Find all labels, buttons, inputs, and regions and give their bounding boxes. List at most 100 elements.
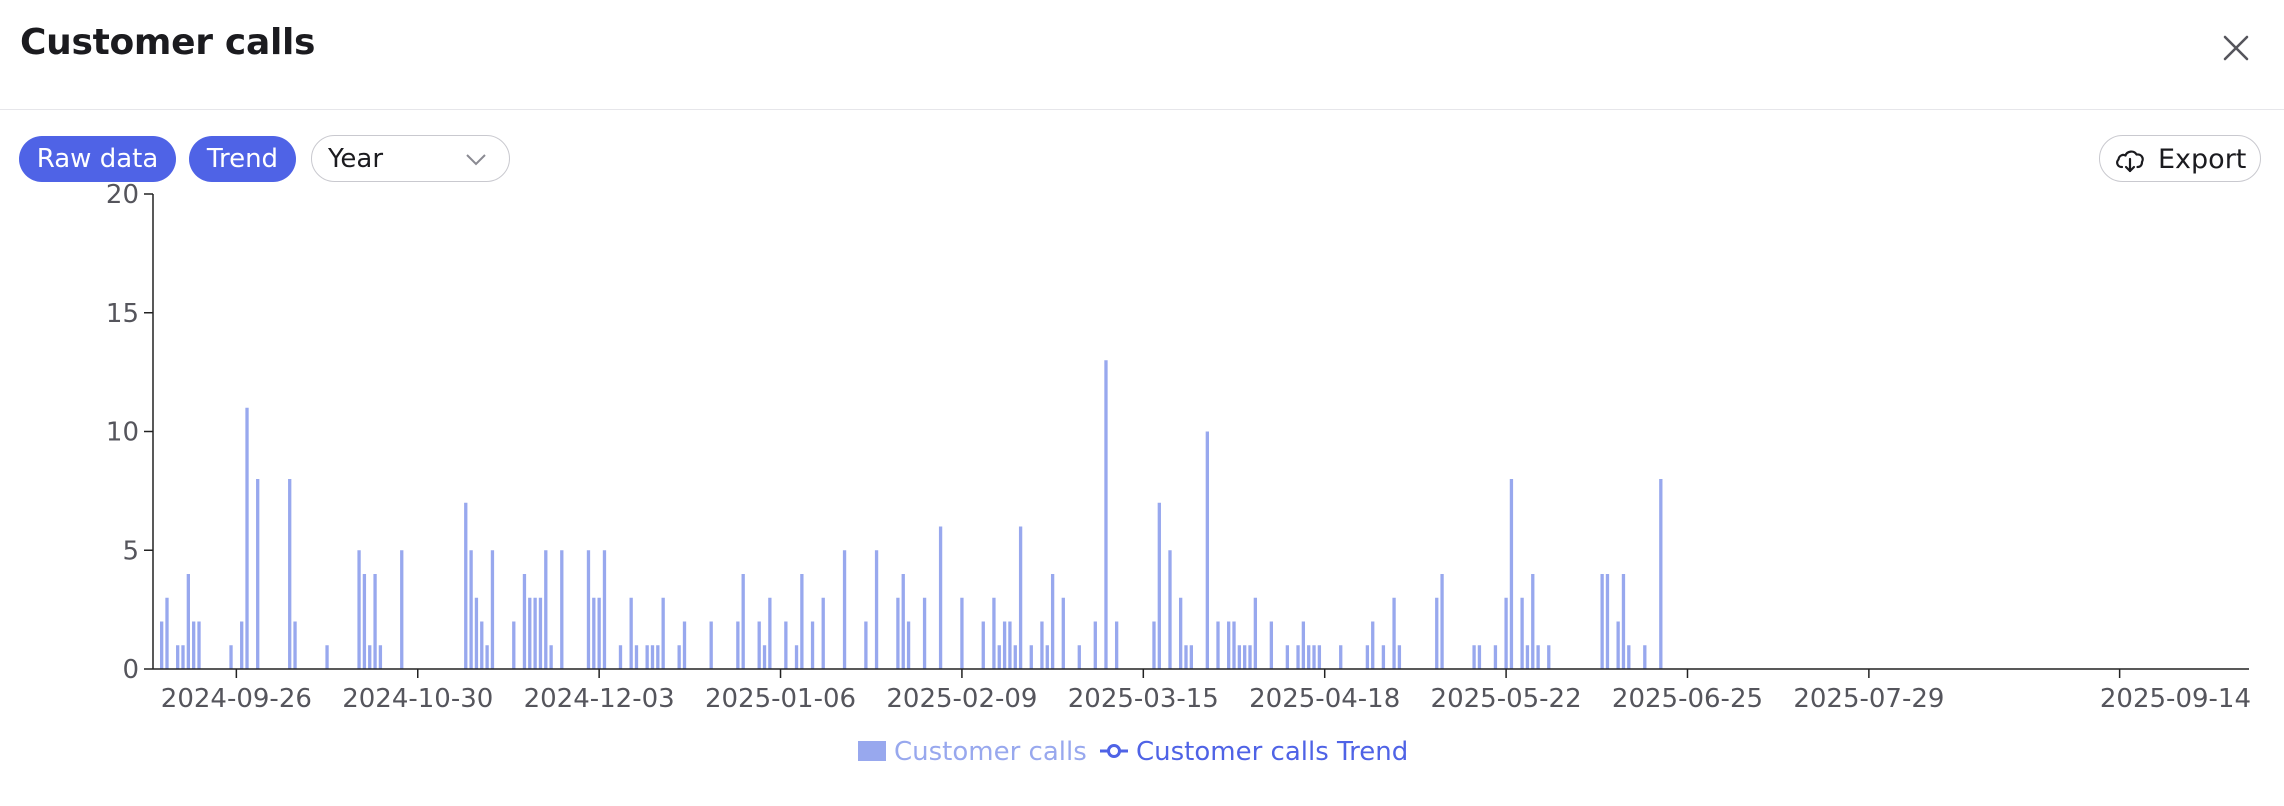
bar [1008,621,1012,669]
bar [1616,621,1620,669]
bar [784,621,788,669]
bar [485,645,489,669]
bar [597,597,601,669]
bar [800,574,804,669]
bar [661,597,665,669]
chevron-down-icon [466,154,486,166]
bar [1477,645,1482,669]
bar [586,550,591,669]
x-tick-label: 2024-10-30 [342,684,493,714]
bar [1168,550,1172,669]
bar [1392,597,1396,669]
y-tick-label: 10 [106,418,139,448]
bar [160,621,164,669]
x-tick-label: 2024-12-03 [524,684,675,714]
bar [373,574,377,669]
bar [1440,574,1444,669]
export-label: Export [2158,144,2247,175]
bar [656,645,660,669]
bar [1285,645,1290,669]
bar [1536,645,1540,669]
legend-trend-marker [1107,744,1121,758]
bar [378,645,383,669]
bar [1435,597,1439,669]
bar [592,597,596,669]
bar [325,645,329,669]
x-tick-label: 2025-09-14 [2100,684,2251,714]
bar [757,621,761,669]
bar [1317,645,1322,669]
bar [528,597,532,669]
bar [1600,574,1604,669]
legend-bar-label: Customer calls [894,737,1087,767]
bar [1520,597,1524,669]
x-tick-label: 2025-01-06 [705,684,856,714]
bar [181,645,185,669]
period-select-value: Year [328,144,384,174]
bar [229,645,233,669]
bar [1227,621,1231,669]
bar [1040,621,1044,669]
bar [1029,645,1033,669]
bar [1114,621,1119,669]
bar [1237,645,1241,669]
bar [736,621,740,669]
bar [1643,645,1647,669]
bar [357,550,361,669]
bar [469,550,473,669]
bar [1307,645,1311,669]
bar [522,574,527,669]
bar [1253,597,1258,669]
bar [1018,526,1023,669]
close-icon[interactable] [2216,28,2256,68]
bar [192,621,196,669]
bar [634,645,639,669]
bar [1189,645,1193,669]
bar [1509,479,1514,669]
bar [1525,645,1530,669]
bar [1045,645,1049,669]
bar [842,550,847,669]
bar [1547,645,1551,669]
bar [981,621,985,669]
bar [810,621,815,669]
period-select[interactable]: Year [311,135,510,182]
bar [1248,645,1252,669]
bar [938,526,943,669]
y-tick-label: 5 [122,536,139,566]
x-tick-label: 2024-09-26 [161,684,312,714]
x-tick-label: 2025-02-09 [886,684,1037,714]
bar [794,645,799,669]
bar [1184,645,1188,669]
bar-series [160,360,1663,669]
y-tick-label: 0 [122,655,139,685]
bar [762,645,767,669]
bar [1296,645,1300,669]
bar [480,621,484,669]
bar [549,645,553,669]
bar [1301,621,1306,669]
bar [1061,597,1065,669]
bar [602,550,607,669]
bar [960,597,964,669]
bar [538,597,543,669]
bar [362,574,367,669]
export-button[interactable]: Export [2099,135,2261,182]
bar [1152,621,1156,669]
bar [1050,574,1055,669]
raw-data-toggle[interactable]: Raw data [19,136,176,182]
bar [1077,645,1081,669]
bar [400,550,404,669]
bar [1013,645,1017,669]
bar [1232,621,1236,669]
bar [293,621,297,669]
trend-toggle[interactable]: Trend [189,136,296,182]
bar [560,550,564,669]
bar [1493,645,1498,669]
bar [992,597,996,669]
x-tick-label: 2025-03-15 [1068,684,1219,714]
bar [1365,645,1370,669]
bar [896,597,900,669]
x-tick-label: 2025-04-18 [1249,684,1400,714]
bar [1659,479,1663,669]
